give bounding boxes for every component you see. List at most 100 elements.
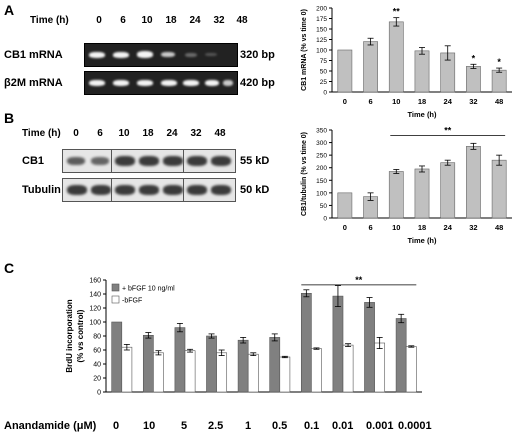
y-tick-label: 60 bbox=[93, 348, 101, 355]
blot-row-label-cb1: CB1 bbox=[22, 155, 44, 167]
x-tick-label: 18 bbox=[418, 97, 426, 106]
blot-cb1 bbox=[62, 149, 236, 173]
time-point: 10 bbox=[112, 128, 136, 139]
bar bbox=[415, 51, 429, 92]
y-tick-label: 160 bbox=[89, 278, 101, 285]
x-tick-label: 0 bbox=[343, 223, 347, 232]
bar bbox=[492, 70, 506, 92]
bar bbox=[122, 347, 132, 392]
x-tick-label: 32 bbox=[469, 223, 477, 232]
significance-mark: * bbox=[497, 57, 501, 67]
blot-size-cb1: 55 kD bbox=[240, 155, 269, 167]
time-point: 32 bbox=[207, 15, 231, 26]
y-tick-label: 0 bbox=[323, 90, 327, 97]
significance-mark: ** bbox=[444, 126, 452, 136]
y-tick-label: 50 bbox=[320, 69, 328, 76]
y-tick-label: 75 bbox=[320, 58, 328, 65]
chart-c: 0 20 40 60 80 100 120 140 160 BrdU incorporation(… bbox=[0, 270, 520, 412]
x-tick-label: 24 bbox=[444, 97, 453, 106]
y-axis-label: CB1 mRNA (% vs time 0) bbox=[301, 9, 308, 91]
anandamide-value: 1 bbox=[245, 420, 251, 432]
y-tick-label: 300 bbox=[316, 140, 327, 147]
x-axis-label: Time (h) bbox=[407, 236, 437, 245]
bar bbox=[175, 328, 185, 392]
y-tick-label: 50 bbox=[320, 203, 328, 210]
time-point: 18 bbox=[159, 15, 183, 26]
legend-swatch bbox=[112, 284, 119, 291]
y-tick-label: 150 bbox=[316, 27, 327, 34]
blot-tubulin bbox=[62, 178, 236, 202]
bar bbox=[248, 354, 258, 392]
time-point: 24 bbox=[160, 128, 184, 139]
anandamide-values: 0 10 5 2.5 1 0.5 0.1 0.01 0.001 0.0001 bbox=[0, 420, 520, 436]
time-point: 6 bbox=[111, 15, 135, 26]
x-tick-label: 6 bbox=[368, 97, 372, 106]
y-axis-label: CB1/tubulin (% vs time 0) bbox=[301, 132, 308, 216]
y-tick-label: 200 bbox=[316, 6, 327, 13]
time-point: 0 bbox=[64, 128, 88, 139]
y-tick-label: 100 bbox=[89, 320, 101, 327]
bar bbox=[185, 351, 195, 392]
x-tick-label: 6 bbox=[368, 223, 372, 232]
x-tick-label: 10 bbox=[392, 97, 400, 106]
anandamide-value: 0.001 bbox=[366, 420, 394, 432]
y-tick-label: 100 bbox=[316, 48, 327, 55]
gel-size-cb1: 320 bp bbox=[240, 49, 275, 61]
legend-label: -bFGF bbox=[122, 298, 142, 305]
x-tick-label: 24 bbox=[444, 223, 453, 232]
bar bbox=[389, 171, 403, 218]
chart-a: 02550751001251501752000 6 10 18 24 32 48Time (… bbox=[290, 2, 520, 122]
anandamide-value: 0.5 bbox=[272, 420, 287, 432]
x-tick-label: 18 bbox=[418, 223, 426, 232]
x-tick-label: 0 bbox=[343, 97, 347, 106]
bar bbox=[338, 50, 352, 92]
significance-mark: * bbox=[472, 53, 476, 63]
y-tick-label: 125 bbox=[316, 37, 327, 44]
time-point: 0 bbox=[87, 15, 111, 26]
gel-size-b2m: 420 bp bbox=[240, 77, 275, 89]
anandamide-value: 10 bbox=[143, 420, 155, 432]
x-tick-label: 48 bbox=[495, 97, 503, 106]
blot-size-tubulin: 50 kD bbox=[240, 184, 269, 196]
anandamide-value: 0.1 bbox=[304, 420, 319, 432]
anandamide-value: 0 bbox=[113, 420, 119, 432]
x-tick-label: 10 bbox=[392, 223, 400, 232]
time-point: 6 bbox=[88, 128, 112, 139]
y-tick-label: 20 bbox=[93, 376, 101, 383]
bar bbox=[206, 336, 216, 392]
y-tick-label: 100 bbox=[316, 190, 327, 197]
gel-row-label-cb1-mrna: CB1 mRNA bbox=[4, 49, 63, 61]
x-tick-label: 32 bbox=[469, 97, 477, 106]
bar bbox=[280, 357, 290, 392]
y-tick-label: 140 bbox=[89, 292, 101, 299]
bar bbox=[396, 319, 406, 393]
time-point: 18 bbox=[136, 128, 160, 139]
anandamide-value: 0.01 bbox=[332, 420, 353, 432]
y-tick-label: 120 bbox=[89, 306, 101, 313]
legend-swatch bbox=[112, 296, 119, 303]
bar bbox=[375, 343, 385, 392]
chart-b: 0 50 100 150 200 250 300 350 0 6 10 18 24 32 48 Time (h… bbox=[290, 120, 520, 248]
bar bbox=[153, 353, 163, 392]
time-point: 10 bbox=[135, 15, 159, 26]
y-tick-label: 250 bbox=[316, 153, 327, 160]
time-point: 48 bbox=[208, 128, 232, 139]
bar bbox=[441, 163, 455, 218]
bar bbox=[112, 322, 122, 392]
bar bbox=[311, 349, 321, 392]
time-point: 24 bbox=[183, 15, 207, 26]
y-tick-label: 350 bbox=[316, 128, 327, 135]
significance-mark: ** bbox=[393, 7, 401, 17]
bar bbox=[364, 302, 374, 392]
gel-cb1-mrna bbox=[84, 43, 238, 67]
legend-label: + bFGF 10 ng/ml bbox=[122, 286, 175, 293]
gel-row-label-b2m-mrna: β2M mRNA bbox=[4, 77, 63, 89]
bar bbox=[466, 66, 480, 92]
bar bbox=[338, 193, 352, 218]
bar bbox=[343, 345, 353, 392]
y-tick-label: 40 bbox=[93, 362, 101, 369]
y-axis-label: (% vs control) bbox=[76, 309, 85, 362]
bar bbox=[415, 169, 429, 218]
anandamide-value: 0.0001 bbox=[398, 420, 432, 432]
x-tick-label: 48 bbox=[495, 223, 503, 232]
